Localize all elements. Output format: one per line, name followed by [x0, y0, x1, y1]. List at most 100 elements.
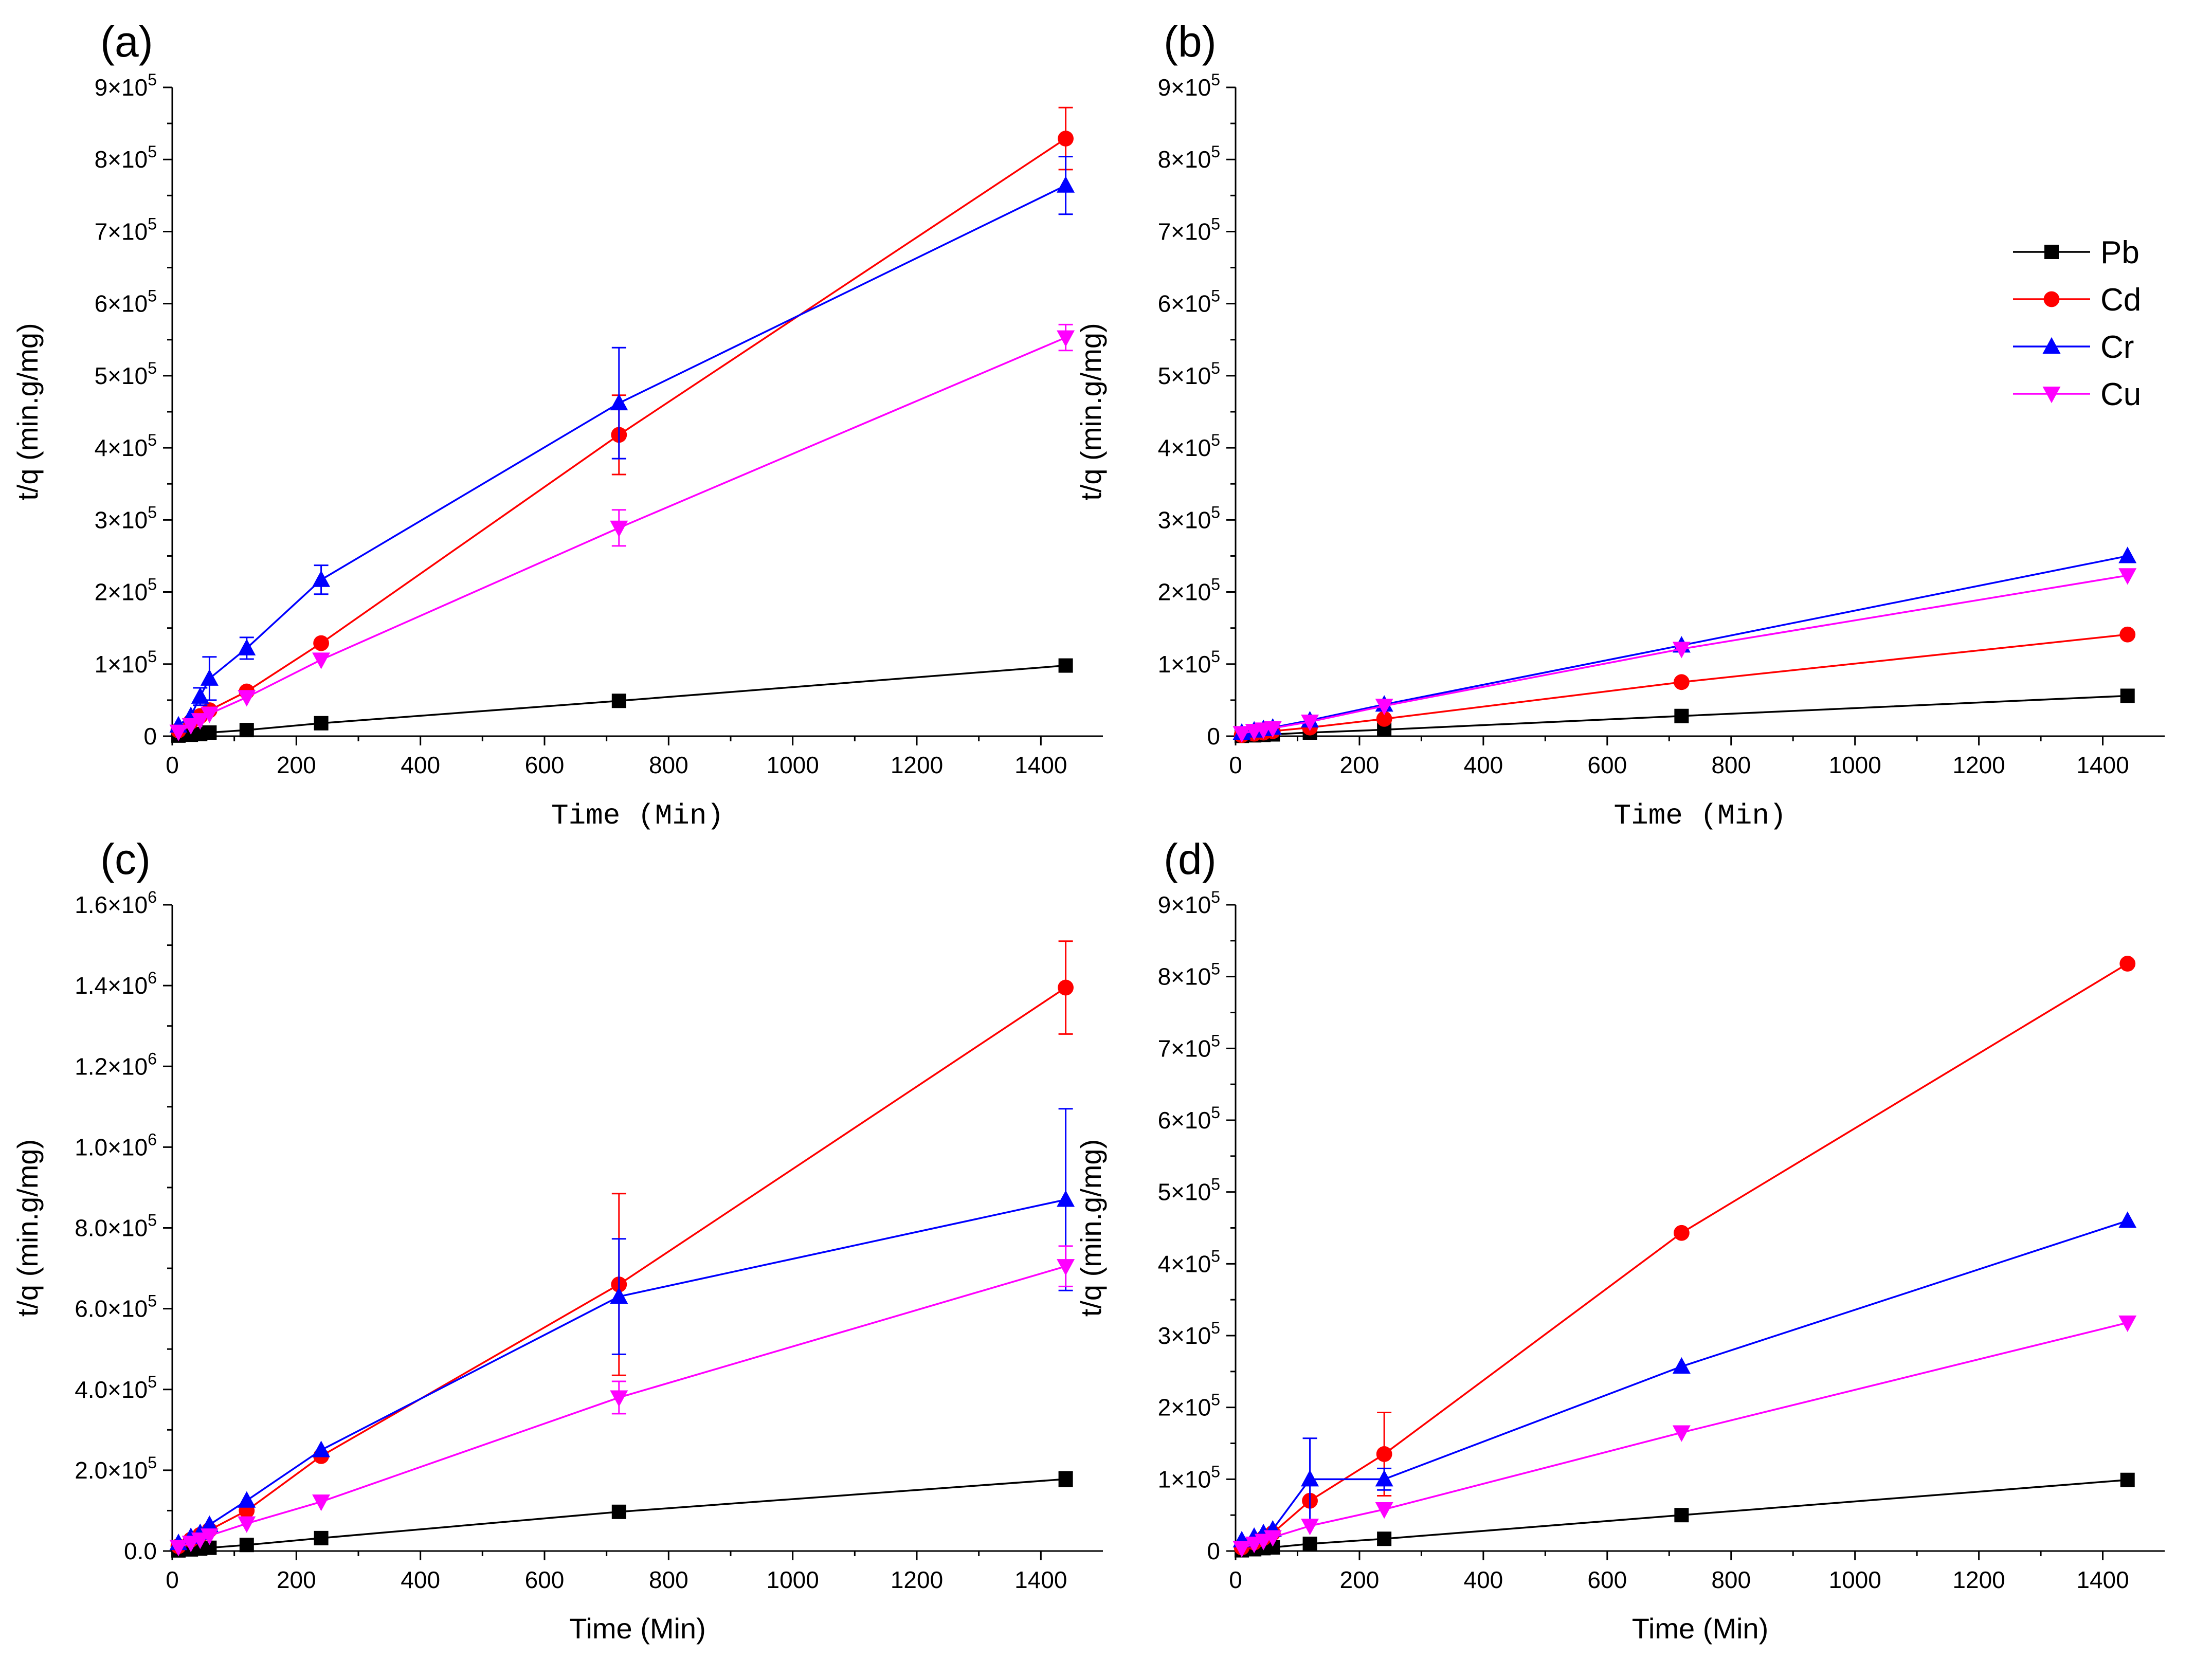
- series-line: [178, 336, 1066, 733]
- data-point: [1058, 979, 1074, 996]
- series-cu: [1232, 1315, 2137, 1558]
- data-point: [1672, 1357, 1691, 1374]
- panel-label: (d): [1164, 835, 1217, 883]
- series-cu: [169, 323, 1075, 741]
- x-axis-title: Time (Min): [569, 1612, 705, 1645]
- y-tick-label: 8×105: [95, 142, 157, 173]
- x-tick-label: 200: [277, 752, 316, 778]
- data-point: [1375, 1502, 1393, 1519]
- data-point: [312, 1494, 331, 1511]
- x-tick-label: 600: [1587, 1566, 1627, 1593]
- data-point: [1376, 1446, 1392, 1462]
- y-axis-title: t/q (min.g/mg): [1075, 323, 1107, 500]
- data-point: [1058, 131, 1074, 147]
- series-cd: [1234, 956, 2136, 1556]
- data-point: [1301, 1470, 1319, 1487]
- data-point: [2119, 626, 2136, 643]
- series-cu: [169, 1245, 1075, 1557]
- data-point: [1375, 1470, 1393, 1487]
- panel-d: 0 200 400 600 800 1000 1200 1400 0 1×105 2×105 3×10…: [1075, 835, 2165, 1645]
- data-point: [2118, 546, 2137, 563]
- x-tick-label: 1400: [1014, 752, 1067, 778]
- data-point: [314, 1530, 329, 1545]
- series-line: [178, 1198, 1066, 1544]
- data-point: [1376, 710, 1392, 727]
- x-tick-label: 800: [649, 752, 688, 778]
- data-point: [2118, 1211, 2137, 1228]
- y-tick-label: 7×105: [95, 214, 157, 245]
- data-point: [1057, 330, 1075, 347]
- legend-marker: [2042, 387, 2061, 404]
- data-point: [610, 1390, 628, 1407]
- x-tick-label: 0: [166, 1566, 179, 1593]
- legend-label: Cd: [2100, 282, 2141, 318]
- x-axis-title: Time (Min): [1613, 799, 1786, 832]
- x-tick-label: 0: [166, 752, 179, 778]
- data-point: [1674, 1508, 1689, 1523]
- series-cu: [1232, 568, 2137, 743]
- x-tick-label: 600: [525, 752, 565, 778]
- y-tick-label: 4×105: [1158, 431, 1220, 461]
- data-point: [238, 1491, 256, 1508]
- y-tick-label: 6×105: [1158, 1103, 1220, 1134]
- series-pb: [171, 1471, 1073, 1558]
- y-tick-label: 5×105: [1158, 359, 1220, 389]
- legend-entry-pb: Pb: [2013, 235, 2140, 270]
- y-axis-title: t/q (min.g/mg): [11, 1139, 44, 1317]
- data-point: [610, 1287, 628, 1304]
- y-axis-title: t/q (min.g/mg): [11, 323, 44, 500]
- x-tick-label: 400: [401, 1566, 440, 1593]
- y-tick-label: 6×105: [1158, 287, 1220, 317]
- y-tick-label: 3×105: [95, 503, 157, 533]
- data-point: [313, 635, 329, 651]
- y-tick-label: 0: [1207, 1538, 1220, 1564]
- data-point: [312, 570, 331, 587]
- y-tick-label: 1×105: [1158, 1462, 1220, 1492]
- x-tick-label: 0: [1229, 752, 1242, 778]
- y-tick-label: 8×105: [1158, 142, 1220, 173]
- data-point: [1672, 642, 1691, 659]
- legend-label: Cr: [2100, 330, 2134, 365]
- series-line: [178, 185, 1066, 726]
- y-tick-label: 1×105: [1158, 647, 1220, 678]
- x-tick-label: 1200: [1952, 1566, 2005, 1593]
- y-tick-label: 0: [143, 723, 157, 750]
- x-tick-label: 600: [525, 1566, 565, 1593]
- data-point: [239, 1538, 254, 1553]
- data-point: [238, 1516, 256, 1533]
- y-tick-label: 4×105: [1158, 1247, 1220, 1277]
- series-pb: [1235, 688, 2135, 743]
- data-point: [611, 694, 626, 708]
- y-tick-label: 7×105: [1158, 1031, 1220, 1062]
- x-tick-label: 1200: [1952, 752, 2005, 778]
- legend-entry-cd: Cd: [2013, 282, 2141, 318]
- series-cr: [1232, 1211, 2137, 1548]
- data-point: [314, 716, 329, 731]
- data-point: [1673, 1225, 1690, 1241]
- legend-label: Cu: [2100, 377, 2141, 412]
- y-tick-label: 1.2×106: [75, 1049, 157, 1080]
- data-point: [191, 713, 209, 730]
- y-tick-label: 8.0×105: [75, 1211, 157, 1242]
- series-cd: [170, 940, 1074, 1554]
- y-tick-label: 3×105: [1158, 503, 1220, 533]
- data-point: [1301, 1519, 1319, 1536]
- series-pb: [171, 658, 1073, 743]
- series-line: [178, 987, 1066, 1547]
- data-point: [200, 706, 219, 723]
- data-point: [1057, 1190, 1075, 1207]
- y-tick-label: 0.0: [124, 1538, 157, 1564]
- x-tick-label: 600: [1587, 752, 1627, 778]
- y-tick-label: 5×105: [1158, 1175, 1220, 1206]
- data-point: [169, 1540, 188, 1557]
- x-tick-label: 400: [401, 752, 440, 778]
- data-point: [312, 652, 331, 669]
- data-point: [610, 520, 628, 537]
- data-point: [1377, 1531, 1392, 1546]
- data-point: [2119, 956, 2136, 972]
- series-pb: [1235, 1472, 2135, 1558]
- data-point: [1263, 721, 1282, 738]
- y-tick-label: 2×105: [1158, 575, 1220, 606]
- x-tick-label: 1000: [1828, 1566, 1881, 1593]
- legend-marker: [2044, 245, 2059, 259]
